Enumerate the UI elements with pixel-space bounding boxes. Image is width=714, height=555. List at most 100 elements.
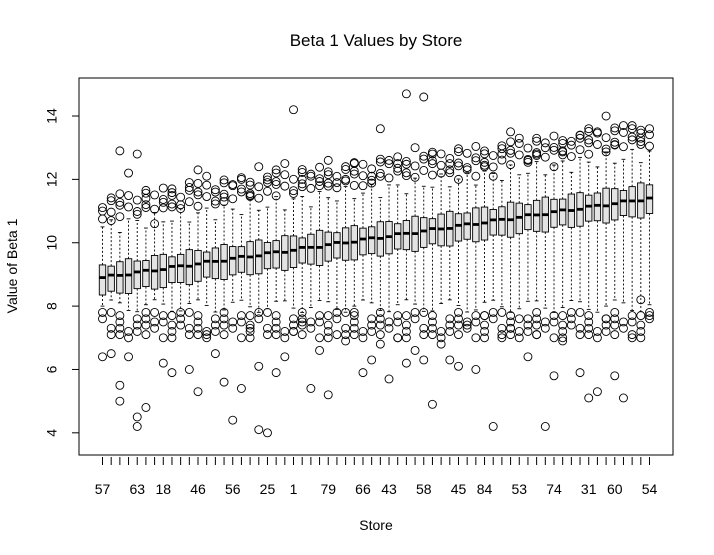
outlier-point xyxy=(445,159,455,168)
outlier-point xyxy=(176,192,186,202)
outlier-point xyxy=(540,152,550,162)
outlier-point xyxy=(636,125,646,135)
outlier-point xyxy=(263,175,272,185)
outlier-point xyxy=(349,169,359,179)
outlier-point xyxy=(341,336,351,346)
outlier-point xyxy=(280,159,290,168)
box xyxy=(559,198,567,226)
outlier-point xyxy=(575,323,585,333)
outlier-point xyxy=(184,178,194,187)
outlier-point xyxy=(636,139,646,149)
outlier-point xyxy=(419,154,429,164)
outlier-point xyxy=(610,314,620,324)
outlier-point xyxy=(358,181,368,191)
outlier-point xyxy=(132,149,142,159)
outlier-point xyxy=(532,150,542,160)
outlier-point xyxy=(263,186,272,196)
outlier-point xyxy=(150,204,160,214)
outlier-point xyxy=(610,320,620,330)
outlier-point xyxy=(375,154,385,164)
outlier-point xyxy=(488,162,498,172)
outlier-point xyxy=(236,187,246,197)
outlier-point xyxy=(575,130,585,140)
outlier-point xyxy=(323,333,333,343)
outlier-point xyxy=(332,330,342,340)
outlier-point xyxy=(358,159,368,169)
y-axis: 4 6 8 10 12 14 xyxy=(44,108,80,437)
outlier-point xyxy=(471,153,481,163)
outlier-point xyxy=(315,174,325,184)
outlier-point xyxy=(315,311,325,321)
outlier-point xyxy=(332,183,342,193)
whiskers xyxy=(100,148,652,313)
outlier-point xyxy=(375,339,385,349)
outlier-point xyxy=(158,317,168,327)
outlier-point xyxy=(375,168,385,178)
outlier-point xyxy=(575,368,585,378)
outlier-point xyxy=(454,144,463,154)
outlier-point xyxy=(254,361,264,371)
outlier-point xyxy=(202,171,212,181)
outlier-point xyxy=(401,168,411,178)
outlier-point xyxy=(219,189,229,199)
box xyxy=(194,249,202,282)
outlier-point xyxy=(610,123,620,133)
outlier-point xyxy=(202,192,212,201)
outlier-point xyxy=(601,111,611,121)
box xyxy=(463,212,471,240)
outlier-point xyxy=(410,143,420,153)
y-tick-label: 12 xyxy=(44,171,60,187)
outlier-point xyxy=(280,333,290,343)
outlier-point xyxy=(141,203,151,212)
outlier-point xyxy=(410,172,420,182)
outlier-point xyxy=(636,295,646,305)
y-axis-title: Value of Beta 1 xyxy=(4,218,20,313)
outlier-point xyxy=(375,307,385,317)
box xyxy=(211,247,220,280)
outlier-point xyxy=(636,128,646,138)
outlier-point xyxy=(393,311,403,321)
outlier-point xyxy=(150,317,160,327)
outlier-point xyxy=(454,314,463,324)
outlier-point xyxy=(384,323,394,333)
outlier-point xyxy=(540,138,550,148)
outlier-point xyxy=(219,320,229,330)
outlier-point xyxy=(549,311,559,321)
outlier-point xyxy=(141,330,151,340)
box xyxy=(298,237,306,264)
outlier-point xyxy=(271,323,281,333)
outlier-point xyxy=(184,183,194,192)
outlier-point xyxy=(132,422,142,431)
outlier-point xyxy=(410,346,420,355)
outlier-point xyxy=(384,374,394,384)
outlier-point xyxy=(454,330,463,340)
outlier-point xyxy=(193,387,203,397)
outlier-point xyxy=(289,326,298,336)
outlier-point xyxy=(98,214,107,224)
outlier-point xyxy=(263,178,272,187)
outlier-point xyxy=(245,180,255,190)
outlier-point xyxy=(427,317,437,327)
outlier-point xyxy=(141,320,151,330)
outlier-point xyxy=(219,175,229,185)
outlier-point xyxy=(124,191,133,201)
outlier-point xyxy=(323,167,333,177)
box xyxy=(454,213,463,242)
outlier-point xyxy=(480,149,489,159)
outlier-point xyxy=(471,311,481,321)
outlier-point xyxy=(610,140,620,150)
outlier-point xyxy=(427,330,437,340)
outlier-point xyxy=(349,180,359,190)
outlier-point xyxy=(202,333,212,343)
outlier-point xyxy=(427,159,437,169)
outlier-point xyxy=(245,177,255,187)
outlier-point xyxy=(427,147,437,157)
outlier-point xyxy=(297,330,307,340)
outlier-point xyxy=(254,425,264,435)
outlier-point xyxy=(245,326,255,336)
outlier-point xyxy=(349,166,359,176)
outlier-point xyxy=(601,144,611,154)
outliers xyxy=(98,89,654,438)
outlier-point xyxy=(280,170,290,180)
outlier-point xyxy=(506,323,516,333)
